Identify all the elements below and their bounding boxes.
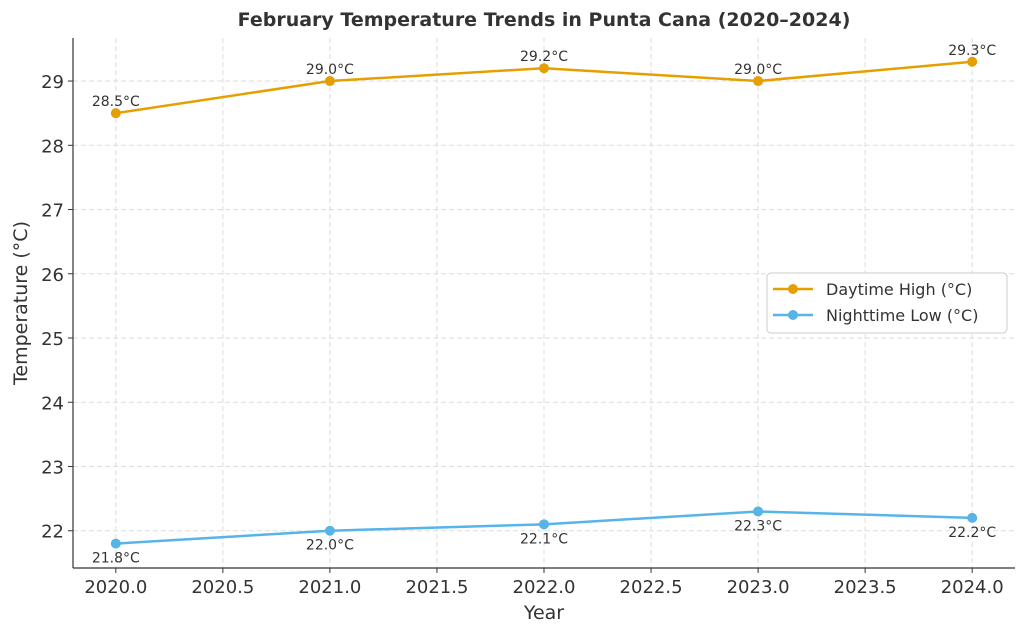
series-group: 28.5°C 29.0°C 29.2°C 29.0°C 29.3°C 21.8°C 22.0… <box>92 43 997 567</box>
data-label: 21.8°C <box>92 551 140 567</box>
legend-label: Nighttime Low (°C) <box>826 306 978 325</box>
x-tick-label: 2023.5 <box>834 577 897 598</box>
data-label: 22.2°C <box>948 525 996 541</box>
axes: 2020.0 2020.5 2021.0 2021.5 2022.0 2022.5 2023… <box>41 38 1015 598</box>
chart-title: February Temperature Trends in Punta Can… <box>238 9 851 31</box>
data-label: 29.0°C <box>734 62 782 78</box>
data-label: 28.5°C <box>92 94 140 110</box>
y-tick-label: 28 <box>41 136 64 157</box>
data-label: 29.2°C <box>520 49 568 65</box>
legend: Daytime High (°C) Nighttime Low (°C) <box>766 272 1008 334</box>
data-point <box>110 108 121 119</box>
y-tick-label: 27 <box>41 201 64 222</box>
x-tick-label: 2021.0 <box>298 577 361 598</box>
data-label: 29.3°C <box>948 43 996 59</box>
y-axis-label: Temperature (°C) <box>10 221 32 386</box>
data-point <box>753 506 764 517</box>
x-tick-label: 2020.5 <box>191 577 254 598</box>
data-point <box>967 512 978 523</box>
x-tick-label: 2022.5 <box>620 577 683 598</box>
legend-marker <box>788 284 798 294</box>
data-point <box>967 56 978 67</box>
y-tick-label: 22 <box>41 522 64 543</box>
legend-box <box>766 272 1008 334</box>
x-tick-label: 2021.5 <box>405 577 468 598</box>
y-tick-label: 24 <box>41 393 64 414</box>
data-point <box>324 76 335 87</box>
data-label: 22.3°C <box>734 518 782 534</box>
data-label: 22.0°C <box>306 538 354 554</box>
y-tick-label: 25 <box>41 329 64 350</box>
y-tick-label: 23 <box>41 457 64 478</box>
x-tick-label: 2022.0 <box>513 577 576 598</box>
x-tick-label: 2024.0 <box>941 577 1004 598</box>
data-label: 22.1°C <box>520 531 568 547</box>
data-point <box>539 63 549 74</box>
data-point <box>110 538 121 549</box>
legend-label: Daytime High (°C) <box>826 280 972 299</box>
x-tick-label: 2020.0 <box>84 577 147 598</box>
x-axis-label: Year <box>523 602 564 624</box>
x-tick-label: 2023.0 <box>727 577 790 598</box>
data-point <box>753 76 764 87</box>
y-tick-label: 26 <box>41 265 64 286</box>
data-point <box>324 525 335 536</box>
y-tick-label: 29 <box>41 72 64 93</box>
data-label: 29.0°C <box>306 62 354 78</box>
legend-marker <box>788 310 798 320</box>
grid <box>73 38 1015 568</box>
data-point <box>539 519 549 530</box>
